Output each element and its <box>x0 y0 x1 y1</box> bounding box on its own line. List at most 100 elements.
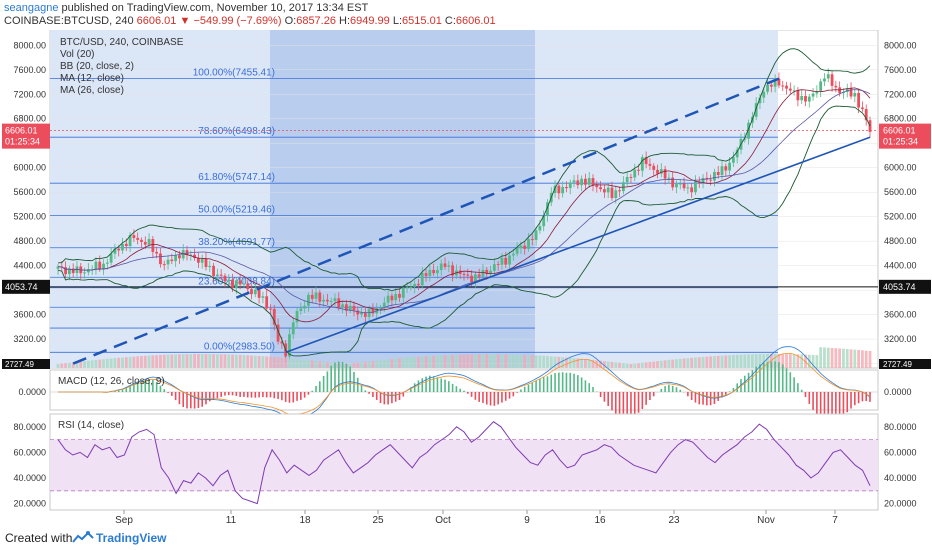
volume-bar <box>348 363 352 368</box>
volume-bar <box>420 356 424 368</box>
candle-body <box>121 243 124 251</box>
candle-body <box>261 296 265 298</box>
candle-body <box>508 255 511 265</box>
volume-bar <box>546 356 549 368</box>
candle-body <box>754 103 758 117</box>
volume-bar <box>83 361 86 368</box>
candle-body <box>390 295 394 301</box>
left-price-axis[interactable]: 8000.007600.007200.006800.006400.006000.… <box>2 40 50 369</box>
candle-body <box>758 97 762 104</box>
candle-body <box>785 85 788 89</box>
volume-bar <box>868 350 872 368</box>
high-key: H: <box>339 15 351 27</box>
countdown-badge: 01:25:34 <box>883 137 918 147</box>
support-trend-line[interactable] <box>285 136 871 354</box>
candle-body <box>371 309 375 314</box>
candle-body <box>606 187 610 193</box>
candle-body <box>538 226 542 231</box>
volume-bar <box>215 354 219 368</box>
dashed-channel-line[interactable] <box>72 77 780 365</box>
candle-body <box>519 245 523 249</box>
candle-body <box>735 149 739 158</box>
candle-body <box>857 92 861 108</box>
fib-level-label: 50.00%(5219.46) <box>198 204 275 215</box>
zone-2 <box>270 30 535 368</box>
volume-bar <box>766 354 769 368</box>
tradingview-brand-link[interactable]: TradingView <box>96 531 167 545</box>
candle-body <box>732 157 735 163</box>
volume-bar <box>272 357 276 368</box>
volume-bar <box>250 355 253 368</box>
author-link[interactable]: seangagne <box>4 2 59 14</box>
macd-tick-right: 0.0000 <box>884 387 912 397</box>
candle-body <box>694 181 697 193</box>
volume-bar <box>375 360 379 368</box>
right-price-tick: 7600.00 <box>884 65 917 75</box>
candle-body <box>610 187 614 199</box>
volume-bar <box>602 361 606 368</box>
candle-body <box>565 186 568 189</box>
time-label: Oct <box>435 515 451 526</box>
candle-body <box>269 308 272 310</box>
close-key: C: <box>444 15 456 27</box>
right-price-tick: 6000.00 <box>884 163 917 173</box>
candle-body <box>428 269 432 276</box>
volume-bar <box>196 354 200 368</box>
volume-bar <box>219 354 223 368</box>
chart-header: seangagne published on TradingView.com, … <box>0 0 932 30</box>
candle-body <box>826 74 830 79</box>
candle-body <box>815 90 819 94</box>
candle-body <box>265 296 269 309</box>
candle-body <box>215 274 219 277</box>
volume-bar <box>629 363 633 368</box>
volume-bar <box>307 360 310 368</box>
volume-bar <box>94 359 98 368</box>
candle-body <box>166 259 170 265</box>
volume-bar <box>720 355 724 368</box>
left-last-price-badge-bg <box>2 123 50 138</box>
volume-bar <box>735 354 739 368</box>
candle-body <box>250 289 253 295</box>
time-label: 7 <box>832 515 838 526</box>
candle-body <box>257 289 261 298</box>
volume-bar <box>739 354 743 368</box>
candle-body <box>242 283 246 285</box>
trend-lines[interactable] <box>57 48 871 365</box>
candle-body <box>492 264 496 271</box>
candle-body <box>830 74 834 86</box>
volume-bar <box>565 357 568 368</box>
volume-bar <box>71 362 75 368</box>
candle-body <box>671 177 675 188</box>
volume-bar <box>580 358 584 368</box>
volume-bar <box>489 354 492 368</box>
indicator-legend: BTC/USD, 240, COINBASE Vol (20) BB (20, … <box>60 37 184 96</box>
time-axis[interactable]: Sep 11 18 25 Oct 9 16 23 Nov 7 <box>115 510 838 526</box>
left-price-tick: 4400.00 <box>13 261 46 271</box>
candle-body <box>409 286 413 288</box>
candle-body <box>420 273 424 286</box>
fib-level-label: 38.20%(4691.77) <box>198 237 275 248</box>
candle-body <box>511 253 515 256</box>
right-price-axis[interactable]: 8000.007600.007200.006800.006400.006000.… <box>879 40 931 369</box>
candle-body <box>238 280 242 285</box>
volume-bar <box>322 361 326 368</box>
volume-bar <box>181 354 185 368</box>
candle-body <box>462 273 466 275</box>
candle-body <box>633 169 637 178</box>
volume-bar <box>530 355 534 368</box>
chart-canvas[interactable]: 100.00%(7455.41) 78.60%(6498.43) 61.80%(57… <box>0 30 932 526</box>
volume-bar <box>310 360 314 368</box>
left-level-badge: 4053.74 <box>5 282 38 292</box>
right-price-tick: 3200.00 <box>884 334 917 344</box>
candle-body <box>98 261 102 270</box>
candle-body <box>515 248 519 254</box>
candle-body <box>811 93 815 97</box>
volume-bar <box>458 354 462 368</box>
volume-bar <box>508 354 511 368</box>
right-price-tick: 4400.00 <box>884 261 917 271</box>
countdown-badge-bg <box>879 134 931 149</box>
publish-line: seangagne published on TradingView.com, … <box>4 2 368 15</box>
candle-body <box>485 269 489 274</box>
candle-body <box>572 180 576 183</box>
candle-body <box>341 304 344 308</box>
